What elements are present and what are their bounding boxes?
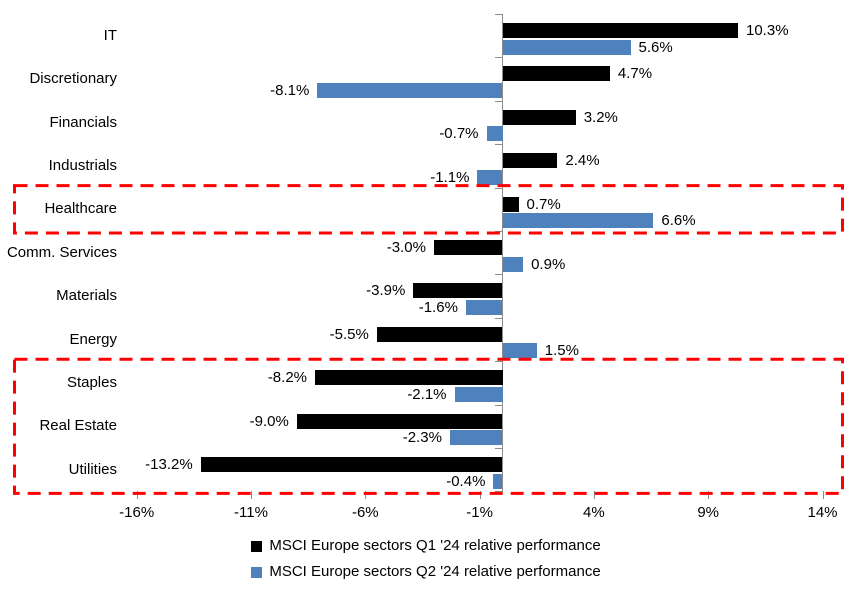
bar-value-label: -1.1% [430, 168, 470, 186]
bar-value-label: 5.6% [638, 38, 673, 56]
bar-q2 [493, 473, 503, 489]
bar-value-label: -2.3% [402, 429, 442, 447]
bar-value-label: 4.7% [617, 65, 653, 83]
x-axis-tick-mark [708, 491, 709, 499]
x-axis-tick-mark [365, 491, 366, 499]
category-axis-tick-mark [495, 491, 503, 492]
legend-swatch-q2-icon [251, 566, 263, 578]
bar-value-label: 1.5% [544, 342, 579, 360]
category-axis-tick-mark [495, 57, 503, 58]
bar-q1 [315, 370, 503, 386]
x-axis-tick-mark [480, 491, 481, 499]
legend-label-q1: MSCI Europe sectors Q1 '24 relative perf… [269, 537, 601, 554]
category-label: Financials [49, 114, 117, 131]
bar-value-label: 3.2% [583, 108, 618, 126]
bar-q1 [502, 109, 576, 125]
bar-q2 [502, 213, 654, 229]
x-axis-tick-label: -6% [351, 504, 379, 521]
bar-q2 [317, 82, 503, 98]
chart-legend: MSCI Europe sectors Q1 '24 relative perf… [0, 537, 852, 581]
healthcare-highlight-box [13, 184, 844, 235]
bar-q2 [486, 126, 503, 142]
x-axis-tick-label: -16% [119, 504, 155, 521]
bar-q2 [502, 343, 537, 359]
x-axis-tick-mark [137, 491, 138, 499]
bar-q2 [454, 386, 503, 402]
legend-swatch-q1-icon [251, 540, 263, 552]
category-axis-line [502, 14, 503, 492]
category-axis-tick-mark [495, 101, 503, 102]
bar-q2 [465, 299, 503, 315]
bar-value-label: -3.0% [386, 239, 426, 256]
bar-q1 [502, 196, 519, 212]
bar-q1 [502, 23, 738, 38]
x-axis-tick-mark [823, 491, 824, 499]
legend-label-q2: MSCI Europe sectors Q2 '24 relative perf… [269, 563, 601, 580]
bar-value-label: 10.3% [746, 22, 789, 39]
bar-value-label: 6.6% [661, 212, 696, 230]
bar-value-label: 0.7% [526, 195, 561, 213]
category-label: Energy [69, 331, 117, 348]
bar-q2 [449, 430, 503, 446]
category-label: Staples [66, 374, 117, 391]
bar-q2 [502, 39, 631, 55]
category-label: IT [103, 27, 117, 44]
bar-value-label: -9.0% [249, 412, 289, 430]
bar-value-label: -2.1% [407, 385, 447, 403]
x-axis-tick-label: -11% [234, 504, 268, 521]
category-axis-tick-mark [495, 188, 503, 189]
legend-item-q1: MSCI Europe sectors Q1 '24 relative perf… [251, 537, 601, 555]
category-axis-tick-mark [495, 448, 503, 449]
bar-q1 [376, 326, 503, 342]
x-axis-tick-label: -1% [466, 504, 493, 521]
bar-value-label: -0.4% [446, 472, 486, 490]
bar-q1 [502, 153, 558, 169]
x-axis-tick-label: 9% [697, 504, 720, 521]
bar-q2 [477, 169, 503, 185]
x-axis-tick-mark [251, 491, 252, 499]
bar-q1 [296, 413, 503, 429]
bar-value-label: 2.4% [565, 152, 600, 170]
bar-value-label: -0.7% [439, 125, 479, 143]
category-label: Materials [56, 287, 117, 304]
category-label: Comm. Services [6, 244, 117, 261]
category-label: Real Estate [39, 417, 117, 434]
category-axis-tick-mark [495, 405, 503, 406]
bar-value-label: -3.9% [366, 282, 406, 300]
bar-q1 [502, 66, 610, 82]
bar-value-label: -8.2% [267, 369, 307, 387]
category-label: Healthcare [44, 200, 117, 217]
category-axis-tick-mark [495, 14, 503, 15]
bar-value-label: 0.9% [531, 255, 566, 273]
bar-q2 [502, 256, 524, 272]
legend-item-q2: MSCI Europe sectors Q2 '24 relative perf… [251, 563, 601, 581]
bar-q1 [413, 283, 503, 299]
category-label: Discretionary [29, 70, 117, 87]
x-axis-tick-label: 14% [807, 504, 838, 521]
category-axis-tick-mark [495, 144, 503, 145]
x-axis-tick-mark [594, 491, 595, 499]
bar-q1 [433, 240, 503, 255]
category-axis-tick-mark [495, 361, 503, 362]
x-axis-tick-label: 4% [583, 504, 605, 521]
category-axis-tick-mark [495, 274, 503, 275]
bar-value-label: -1.6% [418, 298, 458, 316]
bar-value-label: -5.5% [329, 325, 369, 343]
category-axis-tick-mark [495, 318, 503, 319]
bar-value-label: -13.2% [145, 456, 193, 473]
bar-q1 [200, 457, 503, 472]
category-label: Industrials [48, 157, 117, 174]
category-label: Utilities [68, 461, 117, 478]
bar-value-label: -8.1% [270, 81, 310, 99]
category-axis-tick-mark [495, 231, 503, 232]
